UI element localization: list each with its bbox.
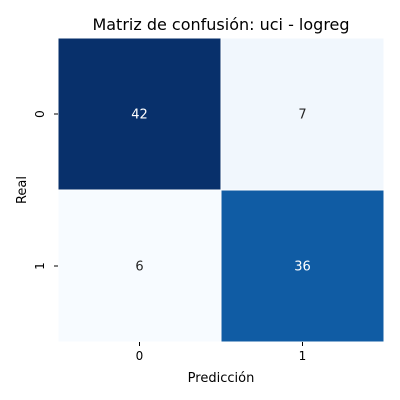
heatmap-cell-label-0-1: 7 <box>298 108 306 123</box>
heatmap-axes: 0 1 0 1 <box>33 110 306 363</box>
heatmap-cell-label-1-0: 6 <box>135 260 143 275</box>
heatmap-cell-label-1-1: 36 <box>294 260 311 275</box>
x-tick-label-1: 1 <box>299 349 307 363</box>
y-axis-label: Real <box>15 176 30 204</box>
heatmap-cell-1-0 <box>57 189 222 343</box>
y-tick-label-0: 0 <box>33 110 47 118</box>
x-axis-label: Predicción <box>188 371 255 386</box>
heatmap-cells: 42 7 6 36 <box>57 37 385 343</box>
x-tick-label-0: 0 <box>136 349 144 363</box>
heatmap-cell-0-0 <box>57 37 222 191</box>
heatmap-cell-label-0-0: 42 <box>131 108 148 123</box>
heatmap-cell-1-1 <box>220 189 385 343</box>
y-tick-label-1: 1 <box>33 262 47 270</box>
heatmap-cell-0-1 <box>220 37 385 191</box>
chart-title: Matriz de confusión: uci - logreg <box>92 15 349 34</box>
